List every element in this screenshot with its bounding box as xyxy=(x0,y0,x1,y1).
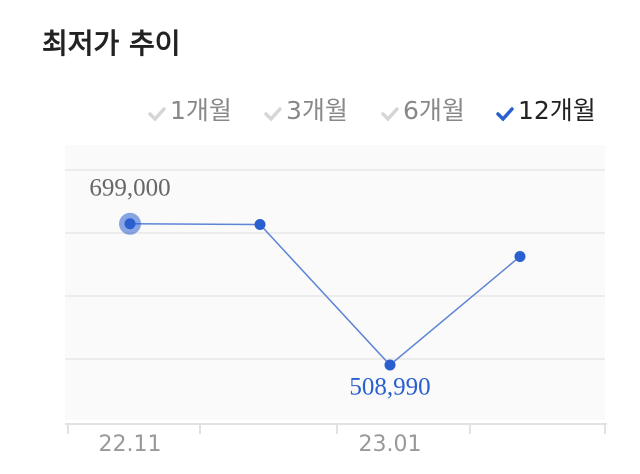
period-option[interactable]: 3개월 xyxy=(286,96,348,125)
check-icon[interactable] xyxy=(264,107,282,122)
title: 최저가 추이 xyxy=(42,27,181,60)
point xyxy=(124,218,136,230)
check-icon[interactable] xyxy=(381,107,399,122)
x-axis xyxy=(65,423,607,434)
period-option[interactable]: 1개월 xyxy=(170,96,232,125)
plot-background xyxy=(65,145,605,420)
grid xyxy=(65,169,605,360)
check-icon[interactable] xyxy=(496,107,514,122)
period-option[interactable]: 6개월 xyxy=(403,96,465,125)
value-label: 699,000 xyxy=(89,175,170,202)
x-tick-label: 23.01 xyxy=(359,432,422,457)
period-option[interactable]: 12개월 xyxy=(518,96,596,125)
point xyxy=(384,359,396,371)
point xyxy=(254,219,266,231)
check-icon[interactable] xyxy=(148,107,166,122)
point xyxy=(514,250,526,262)
price-line xyxy=(129,223,521,367)
x-tick-label: 22.11 xyxy=(99,432,162,457)
value-label: 508,990 xyxy=(349,374,430,401)
